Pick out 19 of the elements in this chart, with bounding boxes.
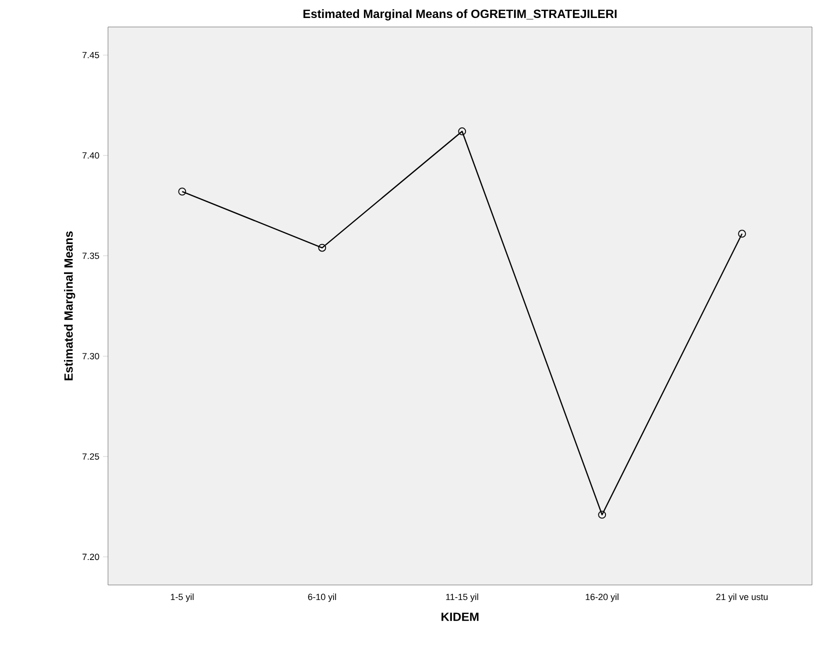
y-tick-label: 7.25	[82, 453, 100, 460]
point	[458, 127, 466, 136]
y-tick-label: 7.45	[82, 52, 100, 58]
y-axis-title: Estimated Marginal Means	[64, 231, 76, 380]
point	[178, 188, 186, 196]
x-axis-title: KIDEM	[442, 612, 478, 621]
x-tick-label: 6-10 yil	[308, 594, 336, 602]
x-tick-label: 1-5 yil	[170, 594, 194, 602]
point	[738, 230, 746, 238]
point	[318, 244, 326, 252]
x-tick-label: 16-20 yil	[586, 594, 618, 602]
y-tick-label: 7.20	[82, 554, 100, 560]
chart-title: Estimated Marginal Means of OGRETIM_STRATEJILERI	[303, 9, 617, 20]
x-tick-label: 21 yil ve ustu	[716, 594, 768, 602]
point	[598, 510, 606, 519]
y-tick-label: 7.40	[82, 152, 100, 159]
y-tick-label: 7.35	[82, 252, 100, 259]
y-tick-label: 7.30	[82, 352, 100, 360]
x-tick-label: 11-15 yil	[446, 594, 478, 602]
